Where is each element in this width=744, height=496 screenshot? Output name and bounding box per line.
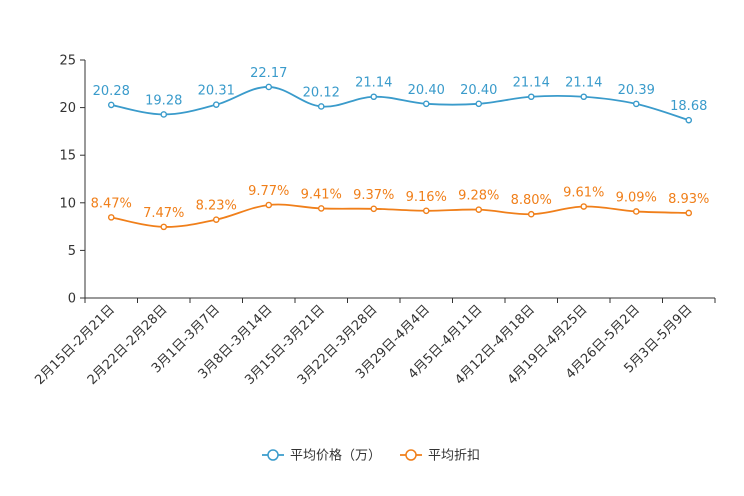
data-point[interactable]	[370, 205, 378, 213]
data-label: 9.09%	[616, 190, 657, 205]
series-2: 8.47% 7.47% 8.23% 9.77% 9.41% 9.37% 9.16% 9.28%…	[91, 184, 709, 231]
data-point[interactable]	[370, 93, 378, 101]
data-point[interactable]	[265, 201, 273, 209]
data-point[interactable]	[422, 207, 430, 215]
data-point[interactable]	[632, 208, 640, 215]
legend-label: 平均折扣	[428, 449, 480, 464]
data-label: 21.14	[513, 76, 550, 91]
data-point[interactable]	[685, 209, 693, 217]
data-point[interactable]	[212, 216, 220, 223]
data-label: 20.39	[618, 83, 655, 98]
y-tick-label: 25	[59, 54, 76, 69]
legend[interactable]: 平均价格（万） 平均折扣	[262, 448, 480, 464]
data-point[interactable]	[580, 203, 588, 210]
data-label: 9.28%	[458, 189, 499, 204]
data-label: 21.14	[565, 76, 602, 91]
data-label: 8.80%	[511, 193, 552, 208]
data-point[interactable]	[475, 100, 483, 108]
data-point[interactable]	[580, 93, 588, 101]
data-point[interactable]	[107, 214, 115, 221]
data-label: 18.68	[670, 99, 707, 114]
data-label: 9.37%	[353, 188, 394, 203]
data-point[interactable]	[475, 206, 483, 213]
y-tick-label: 0	[68, 292, 76, 307]
data-point[interactable]	[160, 111, 168, 118]
data-label: 9.61%	[563, 186, 604, 201]
data-point[interactable]	[107, 101, 115, 109]
legend-item-2[interactable]: 平均折扣	[400, 449, 480, 464]
y-tick-label: 15	[59, 149, 76, 164]
data-point[interactable]	[212, 101, 220, 108]
legend-item-1[interactable]: 平均价格（万）	[262, 448, 381, 464]
data-label: 22.17	[250, 66, 287, 81]
y-tick-label: 20	[59, 101, 76, 116]
data-label: 20.40	[408, 83, 445, 98]
data-point[interactable]	[317, 103, 325, 110]
series-line	[111, 86, 690, 122]
data-label: 8.47%	[91, 196, 132, 211]
data-label: 7.47%	[143, 206, 184, 221]
data-label: 20.28	[93, 84, 130, 99]
data-label: 19.28	[145, 93, 182, 108]
data-label: 20.40	[460, 83, 497, 98]
data-point[interactable]	[527, 93, 535, 101]
data-point[interactable]	[632, 100, 640, 108]
y-axis: 0 5 10 15 20 25	[59, 54, 86, 307]
data-label: 8.93%	[668, 192, 709, 207]
series-line	[111, 203, 689, 228]
data-label: 8.23%	[196, 199, 237, 214]
legend-marker-icon	[405, 449, 417, 461]
data-point[interactable]	[317, 205, 325, 212]
data-label: 21.14	[355, 76, 392, 91]
data-label: 9.16%	[406, 190, 447, 205]
data-point[interactable]	[265, 83, 273, 91]
series-1: 20.28 19.28 20.31 22.17 20.12 21.14 20.40 20.40…	[93, 66, 707, 124]
data-label: 9.77%	[248, 184, 289, 199]
data-point[interactable]	[685, 116, 693, 124]
series-layer: 20.28 19.28 20.31 22.17 20.12 21.14 20.40 20.40…	[91, 66, 709, 231]
legend-marker-icon	[267, 449, 279, 461]
data-point[interactable]	[160, 223, 168, 231]
data-point[interactable]	[527, 210, 535, 218]
y-tick-label: 5	[68, 244, 76, 259]
y-tick-label: 10	[59, 196, 76, 211]
data-label: 20.31	[198, 84, 235, 99]
data-label: 9.41%	[301, 187, 342, 202]
legend-label: 平均价格（万）	[290, 448, 381, 464]
x-axis: 2月15日-2月21日2月22日-2月28日3月1日-3月7日3月8日-3月14…	[32, 297, 716, 388]
data-point[interactable]	[422, 100, 430, 108]
data-label: 20.12	[303, 85, 340, 100]
